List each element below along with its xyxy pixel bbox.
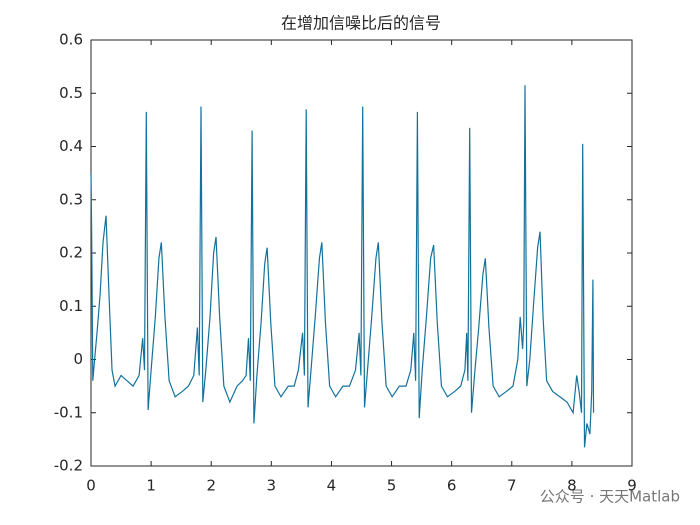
x-tick-label: 0 <box>86 477 96 495</box>
y-tick-label: 0 <box>73 350 83 368</box>
x-tick-label: 1 <box>146 477 156 495</box>
x-tick-label: 4 <box>327 477 337 495</box>
y-tick-label: 0.6 <box>59 31 83 49</box>
x-tick-label: 8 <box>567 477 577 495</box>
x-tick-label: 2 <box>206 477 216 495</box>
x-tick-label: 5 <box>387 477 397 495</box>
y-tick-label: 0.2 <box>59 244 83 262</box>
signal-line <box>90 85 595 448</box>
chart-title: 在增加信噪比后的信号 <box>281 14 441 33</box>
y-tick-label: 0.1 <box>59 297 83 315</box>
y-tick-label: -0.1 <box>54 403 83 421</box>
watermark: 公众号 · 天天Matlab <box>540 488 680 506</box>
x-tick-label: 7 <box>507 477 517 495</box>
y-tick-label: 0.5 <box>59 84 83 102</box>
y-tick-label: -0.2 <box>54 457 83 475</box>
y-tick-label: 0.4 <box>59 137 83 155</box>
x-tick-label: 3 <box>267 477 277 495</box>
x-tick-label: 6 <box>447 477 457 495</box>
x-tick-label: 9 <box>627 477 637 495</box>
y-tick-label: 0.3 <box>59 190 83 208</box>
